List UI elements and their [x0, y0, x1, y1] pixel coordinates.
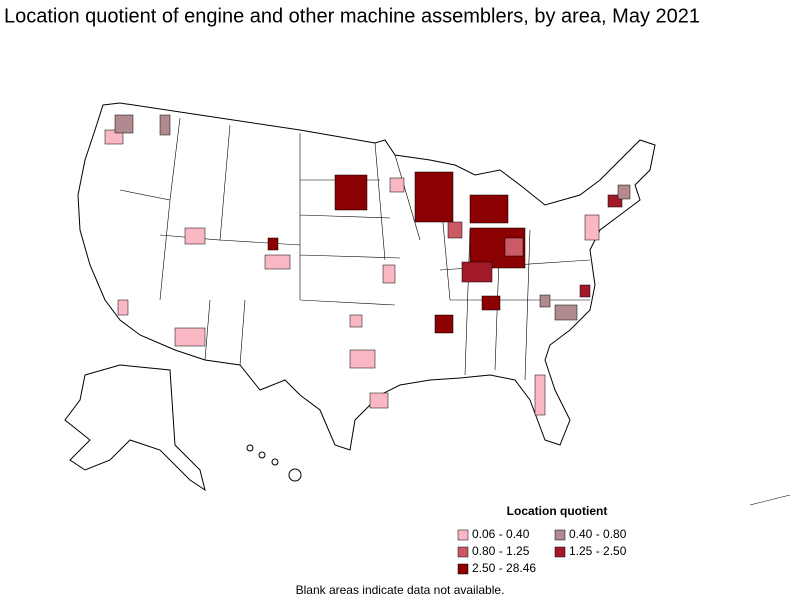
area — [534, 374, 546, 416]
area — [461, 261, 493, 283]
alaska — [64, 364, 206, 492]
legend-swatch — [554, 529, 566, 541]
legend-label: 0.40 - 0.80 — [569, 527, 627, 541]
area — [159, 114, 171, 136]
island — [258, 451, 266, 459]
islands-pr — [749, 494, 791, 506]
area — [414, 171, 454, 223]
area — [447, 221, 463, 239]
legend-label: 2.50 - 28.46 — [472, 561, 536, 575]
legend-label: 1.25 - 2.50 — [569, 544, 627, 558]
area — [469, 194, 509, 224]
hawaii — [246, 444, 302, 482]
island — [271, 458, 279, 466]
map — [64, 102, 791, 506]
area — [617, 184, 631, 200]
legend: 0.06 - 0.40 0.40 - 0.80 0.80 - 1.25 1.25 - … — [457, 527, 627, 575]
area — [504, 237, 524, 257]
area — [264, 254, 291, 270]
area — [579, 284, 591, 298]
legend-swatch — [457, 529, 469, 541]
areas — [104, 114, 631, 416]
area — [267, 237, 279, 251]
area — [481, 295, 501, 311]
area — [334, 174, 368, 211]
area — [104, 129, 124, 145]
area — [174, 327, 206, 347]
legend-label: 0.06 - 0.40 — [472, 527, 530, 541]
area — [349, 349, 376, 369]
area — [369, 392, 389, 409]
area — [539, 294, 551, 308]
area — [114, 114, 134, 134]
legend-label: 0.80 - 1.25 — [472, 544, 530, 558]
area — [117, 299, 129, 316]
area — [554, 304, 578, 321]
title: Location quotient of engine and other ma… — [4, 5, 700, 27]
island — [246, 444, 254, 452]
area — [434, 314, 454, 334]
legend-swatch — [457, 546, 469, 558]
lower-48 — [77, 102, 656, 451]
legend-swatch — [457, 563, 469, 575]
area — [382, 264, 396, 284]
area — [389, 177, 405, 193]
area — [584, 214, 600, 241]
area — [349, 314, 363, 328]
note: Blank areas indicate data not available. — [296, 583, 505, 597]
legend-title: Location quotient — [507, 504, 608, 518]
area — [184, 227, 206, 245]
island — [288, 468, 302, 482]
legend-swatch — [554, 546, 566, 558]
